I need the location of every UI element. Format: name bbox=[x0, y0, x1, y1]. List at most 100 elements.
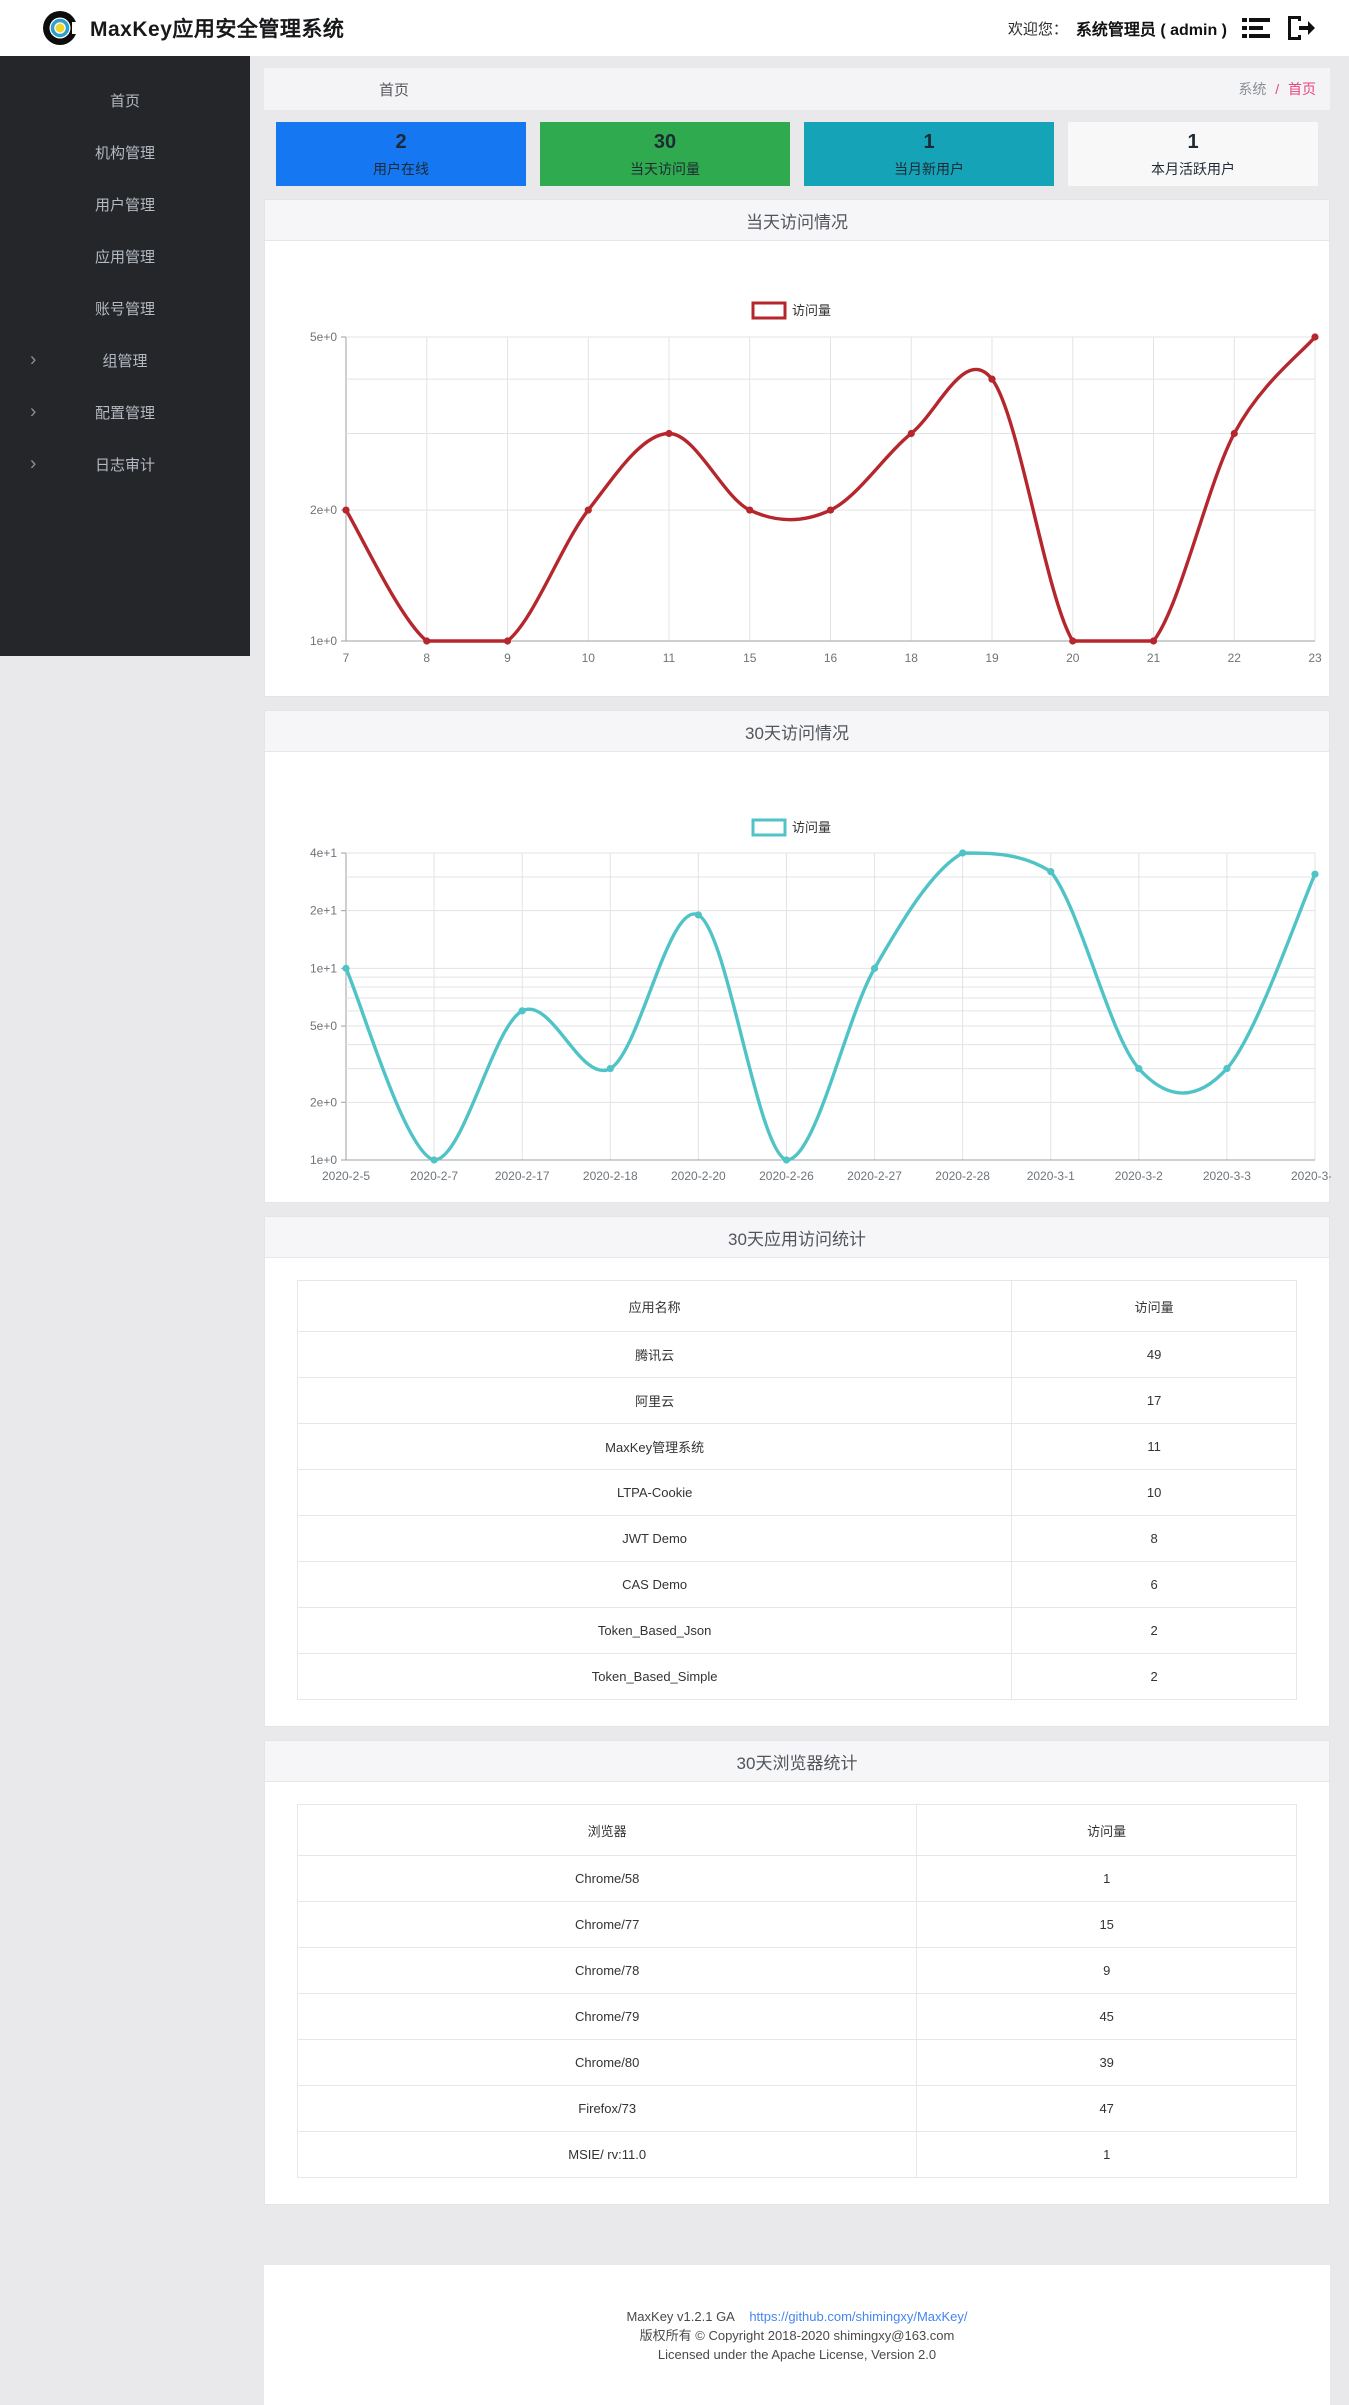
svg-text:5e+0: 5e+0 bbox=[310, 1019, 337, 1033]
svg-text:2020-2-27: 2020-2-27 bbox=[847, 1169, 902, 1183]
stat-label: 用户在线 bbox=[373, 160, 429, 177]
svg-text:2e+1: 2e+1 bbox=[310, 904, 337, 918]
panel-title: 30天应用访问统计 bbox=[728, 1229, 866, 1249]
table-cell: 6 bbox=[1011, 1561, 1297, 1608]
table-cell: Token_Based_Json bbox=[296, 1607, 1013, 1654]
svg-text:访问量: 访问量 bbox=[792, 303, 831, 318]
table-cell: 8 bbox=[1011, 1515, 1297, 1562]
table-row: Chrome/58 1 bbox=[296, 1855, 1297, 1902]
sidebar-item-config-management[interactable]: › 配置管理 bbox=[0, 386, 250, 438]
table-row: Chrome/79 45 bbox=[296, 1993, 1297, 2040]
svg-text:15: 15 bbox=[743, 651, 757, 665]
table-cell: Chrome/77 bbox=[296, 1901, 918, 1948]
svg-text:2020-2-20: 2020-2-20 bbox=[671, 1169, 726, 1183]
table-cell: 2 bbox=[1011, 1607, 1297, 1654]
svg-text:4e+1: 4e+1 bbox=[310, 846, 337, 860]
table-row: JWT Demo 8 bbox=[296, 1515, 1297, 1562]
table-row: MaxKey管理系统 11 bbox=[296, 1423, 1297, 1470]
browser-stats-header: 30天浏览器统计 bbox=[265, 1741, 1329, 1782]
table-cell: Token_Based_Simple bbox=[296, 1653, 1013, 1700]
table-cell: MaxKey管理系统 bbox=[296, 1423, 1013, 1470]
sidebar-item-app-management[interactable]: 应用管理 bbox=[0, 230, 250, 282]
sidebar-item-label: 配置管理 bbox=[94, 404, 155, 422]
table-row: 阿里云 17 bbox=[296, 1377, 1297, 1424]
svg-text:11: 11 bbox=[663, 651, 676, 665]
daily-visits-panel: 当天访问情况 5e+0 2e+0 1e+0 7 8 9 10 11 15 16 18 19 20 21 22… bbox=[264, 199, 1330, 697]
table-cell: Chrome/58 bbox=[296, 1855, 918, 1902]
svg-text:5e+0: 5e+0 bbox=[310, 330, 337, 344]
browser-stats-table: 浏览器 访问量 Chrome/58 1 Chrome/77 15 Chrome/78 9 Chr… bbox=[296, 1804, 1297, 2178]
github-link[interactable]: https://github.com/shimingxy/MaxKey/ bbox=[749, 2308, 968, 2324]
table-row: Chrome/78 9 bbox=[296, 1947, 1297, 1994]
panel-title: 30天浏览器统计 bbox=[736, 1753, 858, 1773]
table-cell: Chrome/79 bbox=[296, 1993, 918, 2040]
table-cell: 2 bbox=[1011, 1653, 1297, 1700]
logout-icon[interactable] bbox=[1285, 14, 1315, 42]
svg-text:1e+0: 1e+0 bbox=[310, 634, 337, 648]
current-user: 系统管理员 ( admin ) bbox=[1075, 22, 1227, 39]
footer-copyright: 版权所有 © Copyright 2018-2020 shimingxy@163… bbox=[639, 2327, 955, 2343]
stat-card-2: 1 当月新用户 bbox=[804, 122, 1054, 186]
table-cell: 15 bbox=[916, 1901, 1297, 1948]
stat-label: 当月新用户 bbox=[894, 160, 964, 177]
stat-value: 2 bbox=[395, 130, 407, 153]
page-footer: MaxKey v1.2.1 GA https://github.com/shim… bbox=[264, 2265, 1330, 2405]
table-row: CAS Demo 6 bbox=[296, 1561, 1297, 1608]
svg-text:2020-3-2: 2020-3-2 bbox=[1115, 1169, 1163, 1183]
table-cell: LTPA-Cookie bbox=[296, 1469, 1013, 1516]
app-title: MaxKey应用安全管理系统 bbox=[90, 18, 345, 41]
maxkey-logo-icon bbox=[43, 11, 84, 45]
column-header: 访问量 bbox=[1011, 1280, 1297, 1332]
stat-label: 本月活跃用户 bbox=[1151, 160, 1235, 177]
svg-text:16: 16 bbox=[824, 651, 838, 665]
table-cell: 45 bbox=[916, 1993, 1297, 2040]
app-visit-stats-panel: 30天应用访问统计 应用名称 访问量 腾讯云 49 阿里云 17 MaxKey管理系统 11 L… bbox=[264, 1216, 1330, 1727]
sidebar-item-org-management[interactable]: 机构管理 bbox=[0, 126, 250, 178]
svg-text:2e+0: 2e+0 bbox=[310, 503, 337, 517]
breadcrumb-root-link[interactable]: 系统 bbox=[1238, 81, 1267, 97]
svg-text:2020-2-17: 2020-2-17 bbox=[495, 1169, 550, 1183]
sidebar-item-log-audit[interactable]: › 日志审计 bbox=[0, 438, 250, 490]
chevron-right-icon: › bbox=[30, 401, 37, 423]
column-header: 访问量 bbox=[916, 1804, 1297, 1856]
svg-text:2020-2-28: 2020-2-28 bbox=[935, 1169, 990, 1183]
table-cell: 10 bbox=[1011, 1469, 1297, 1516]
svg-text:2020-2-7: 2020-2-7 bbox=[410, 1169, 458, 1183]
svg-text:20: 20 bbox=[1066, 651, 1080, 665]
table-row: Firefox/73 47 bbox=[296, 2085, 1297, 2132]
stat-label: 当天访问量 bbox=[630, 160, 700, 177]
breadcrumb-separator: / bbox=[1275, 81, 1280, 97]
stat-card-3: 1 本月活跃用户 bbox=[1068, 122, 1318, 186]
top-header: MaxKey应用安全管理系统 欢迎您： 系统管理员 ( admin ) bbox=[0, 0, 1349, 56]
svg-text:9: 9 bbox=[504, 651, 511, 665]
sidebar-item-user-management[interactable]: 用户管理 bbox=[0, 178, 250, 230]
stat-card-0: 2 用户在线 bbox=[276, 122, 526, 186]
stat-value: 1 bbox=[923, 130, 935, 153]
svg-text:2020-3-8: 2020-3-8 bbox=[1291, 1169, 1331, 1183]
list-menu-icon[interactable] bbox=[1241, 15, 1271, 41]
svg-text:2020-3-1: 2020-3-1 bbox=[1027, 1169, 1075, 1183]
sidebar-item-label: 首页 bbox=[109, 92, 140, 110]
table-cell: 11 bbox=[1011, 1423, 1297, 1470]
svg-text:18: 18 bbox=[905, 651, 919, 665]
breadcrumb-current[interactable]: 首页 bbox=[1288, 81, 1316, 97]
panel-title: 30天访问情况 bbox=[745, 723, 849, 743]
panel-title: 当天访问情况 bbox=[746, 212, 848, 232]
monthly-visits-panel: 30天访问情况 4e+1 2e+1 1e+1 5e+0 2e+0 1e+0 2020-2-5… bbox=[264, 710, 1339, 1203]
svg-text:8: 8 bbox=[423, 651, 430, 665]
table-row: Token_Based_Simple 2 bbox=[296, 1653, 1297, 1700]
table-header-row: 浏览器 访问量 bbox=[296, 1804, 1297, 1856]
sidebar-item-account-management[interactable]: 账号管理 bbox=[0, 282, 250, 334]
table-cell: 腾讯云 bbox=[296, 1331, 1013, 1378]
sidebar-item-group-management[interactable]: › 组管理 bbox=[0, 334, 250, 386]
table-cell: 39 bbox=[916, 2039, 1297, 2086]
sidebar-item-home[interactable]: 首页 bbox=[0, 74, 250, 126]
column-header: 应用名称 bbox=[296, 1280, 1013, 1332]
monthly-visits-panel-header: 30天访问情况 bbox=[265, 711, 1329, 752]
svg-text:7: 7 bbox=[343, 651, 350, 665]
chevron-right-icon: › bbox=[30, 453, 37, 475]
sidebar: 首页机构管理 用户管理 应用管理 账号管理 › 组管理 › 配置管理 › 日志审计 bbox=[0, 56, 250, 656]
table-cell: Chrome/78 bbox=[296, 1947, 918, 1994]
table-row: Chrome/80 39 bbox=[296, 2039, 1297, 2086]
monthly-visits-chart: 4e+1 2e+1 1e+1 5e+0 2e+0 1e+0 2020-2-5 2020-2-7… bbox=[310, 818, 1339, 1183]
